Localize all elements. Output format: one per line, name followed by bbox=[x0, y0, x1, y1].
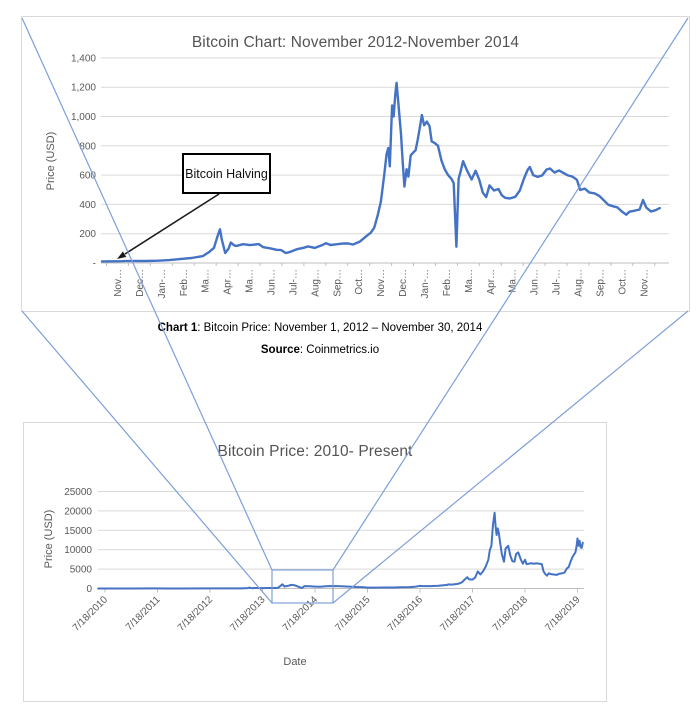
y-tick-label: 1,000 bbox=[71, 112, 96, 123]
halving-arrow-line bbox=[124, 193, 220, 255]
bitcoin-halving-annotation: Bitcoin Halving bbox=[182, 153, 271, 194]
y-tick-label: 20000 bbox=[64, 506, 92, 517]
caption-label: Chart 1 bbox=[157, 322, 198, 334]
x-tick-label: Ma… bbox=[508, 269, 519, 293]
x-tick-label: Ma… bbox=[245, 269, 256, 293]
x-tick-label: Nov… bbox=[376, 269, 387, 297]
bottom-chart-x-axis-title: Date bbox=[283, 656, 307, 668]
source-label: Source bbox=[260, 344, 300, 356]
y-tick-label: 10000 bbox=[64, 545, 92, 556]
x-tick-label: Dec… bbox=[135, 269, 146, 297]
y-tick-label: 5000 bbox=[70, 565, 93, 576]
x-tick-label: Feb… bbox=[442, 269, 453, 296]
y-tick-label: 600 bbox=[79, 171, 96, 182]
y-tick-label: 200 bbox=[79, 229, 96, 240]
x-tick-label: 7/18/2015 bbox=[333, 594, 373, 634]
x-tick-label: 7/18/2014 bbox=[281, 594, 321, 634]
x-tick-label: Jun… bbox=[530, 269, 541, 295]
x-tick-label: 7/18/2018 bbox=[491, 594, 531, 634]
x-tick-label: Jul-… bbox=[288, 269, 299, 295]
x-tick-label: Oct… bbox=[354, 269, 365, 295]
x-tick-label: Oct… bbox=[617, 269, 628, 295]
y-tick-label: 1,200 bbox=[71, 83, 96, 94]
x-tick-label: Nov… bbox=[113, 269, 124, 297]
y-tick-label: 0 bbox=[86, 584, 92, 595]
x-tick-label: Jul-… bbox=[552, 269, 563, 295]
x-tick-label: 7/18/2017 bbox=[438, 594, 478, 634]
x-tick-label: Jan-… bbox=[420, 269, 431, 298]
y-tick-label: 400 bbox=[79, 200, 96, 211]
x-tick-label: Sep… bbox=[595, 269, 606, 297]
x-tick-label: 7/18/2019 bbox=[543, 594, 583, 634]
x-tick-label: Apr… bbox=[223, 269, 234, 295]
x-tick-label: 7/18/2016 bbox=[386, 594, 426, 634]
price-line bbox=[97, 511, 584, 590]
figure-caption: Chart 1: Bitcoin Price: November 1, 2012… bbox=[0, 322, 640, 334]
y-tick-label: 800 bbox=[79, 141, 96, 152]
caption-text: : Bitcoin Price: November 1, 2012 – Nove… bbox=[197, 322, 483, 334]
y-tick-label: 25000 bbox=[64, 487, 92, 498]
x-tick-label: 7/18/2013 bbox=[228, 594, 268, 634]
x-tick-label: 7/18/2011 bbox=[124, 594, 163, 633]
bottom-chart: Bitcoin Price: 2010- Present Price (USD)… bbox=[23, 422, 607, 702]
x-tick-label: Jun… bbox=[267, 269, 278, 295]
x-tick-label: 7/18/2010 bbox=[71, 594, 111, 634]
x-tick-label: Aug… bbox=[574, 269, 585, 297]
x-tick-label: Nov… bbox=[639, 269, 650, 297]
x-tick-label: Apr… bbox=[486, 269, 497, 295]
top-chart: Bitcoin Chart: November 2012-November 20… bbox=[21, 16, 690, 312]
x-tick-label: Jan-… bbox=[157, 269, 168, 298]
halving-arrow-head bbox=[117, 251, 127, 259]
figure-source: Source: Coinmetrics.io bbox=[0, 344, 640, 356]
x-tick-label: Aug… bbox=[310, 269, 321, 297]
top-chart-plot: - 200 400 600 800 1,000 1,200 1,400 Nov… Dec… Jan-… bbox=[71, 53, 669, 298]
x-tick-label: Feb… bbox=[179, 269, 190, 296]
x-tick-label: Dec… bbox=[398, 269, 409, 297]
source-text: : Coinmetrics.io bbox=[299, 344, 380, 356]
y-tick-label: 1,400 bbox=[71, 53, 96, 64]
y-tick-label: 15000 bbox=[64, 526, 92, 537]
x-tick-label: 7/18/2012 bbox=[176, 594, 216, 634]
x-tick-label: Ma… bbox=[201, 269, 212, 293]
x-tick-label: Ma… bbox=[464, 269, 475, 293]
x-tick-label: Sep… bbox=[332, 269, 343, 297]
y-tick-label: - bbox=[93, 259, 96, 270]
